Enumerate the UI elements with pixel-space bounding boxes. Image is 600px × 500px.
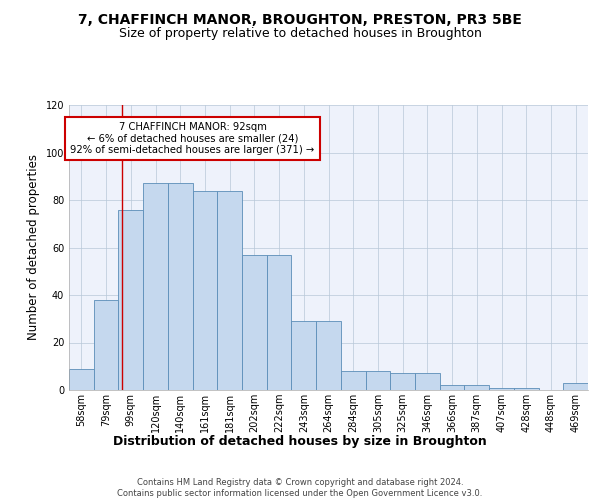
Bar: [489, 388, 514, 390]
Bar: [316, 321, 341, 390]
Bar: [563, 383, 588, 390]
Text: 7 CHAFFINCH MANOR: 92sqm
← 6% of detached houses are smaller (24)
92% of semi-de: 7 CHAFFINCH MANOR: 92sqm ← 6% of detache…: [70, 122, 314, 155]
Bar: [217, 190, 242, 390]
Text: Contains HM Land Registry data © Crown copyright and database right 2024.
Contai: Contains HM Land Registry data © Crown c…: [118, 478, 482, 498]
Text: 7, CHAFFINCH MANOR, BROUGHTON, PRESTON, PR3 5BE: 7, CHAFFINCH MANOR, BROUGHTON, PRESTON, …: [78, 12, 522, 26]
Bar: [267, 254, 292, 390]
Bar: [69, 368, 94, 390]
Text: Size of property relative to detached houses in Broughton: Size of property relative to detached ho…: [119, 28, 481, 40]
Bar: [118, 210, 143, 390]
Bar: [514, 388, 539, 390]
Bar: [390, 374, 415, 390]
Bar: [440, 385, 464, 390]
Y-axis label: Number of detached properties: Number of detached properties: [27, 154, 40, 340]
Text: Distribution of detached houses by size in Broughton: Distribution of detached houses by size …: [113, 435, 487, 448]
Bar: [168, 184, 193, 390]
Bar: [143, 184, 168, 390]
Bar: [193, 190, 217, 390]
Bar: [292, 321, 316, 390]
Bar: [94, 300, 118, 390]
Bar: [415, 374, 440, 390]
Bar: [464, 385, 489, 390]
Bar: [242, 254, 267, 390]
Bar: [365, 371, 390, 390]
Bar: [341, 371, 365, 390]
